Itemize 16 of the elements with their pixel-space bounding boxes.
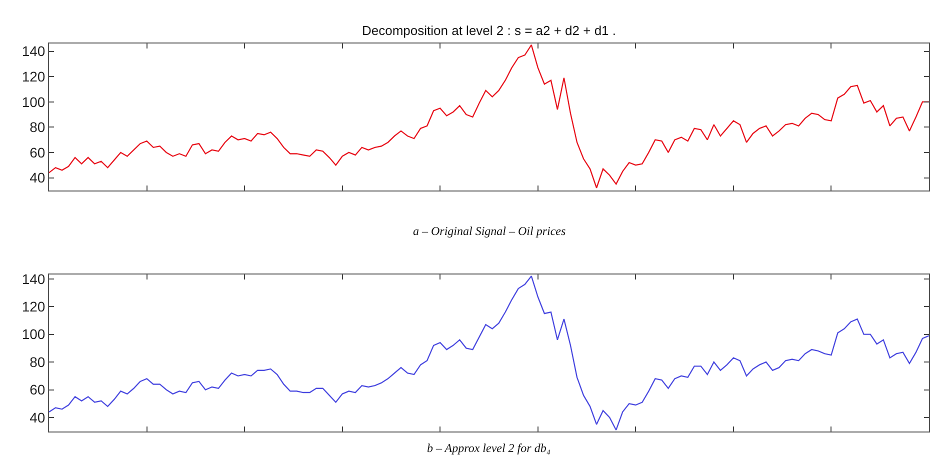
y-tick-label: 140	[22, 270, 46, 287]
y-tick-label: 80	[30, 119, 46, 136]
text: b – Approx level 2 for db₄	[427, 441, 550, 455]
y-tick-label: 60	[30, 144, 46, 160]
y-tick-label: 40	[30, 409, 46, 426]
text: a – Original Signal – Oil prices	[413, 224, 566, 238]
y-tick-label: 100	[22, 326, 46, 342]
y-tick-label: 140	[22, 43, 46, 60]
y-tick-label: 60	[30, 382, 46, 398]
chart-title: Decomposition at level 2 : s = a2 + d2 + d1 .	[362, 23, 616, 38]
line-series	[49, 275, 929, 431]
y-tick-label: 80	[30, 354, 46, 370]
y-tick-label: 120	[22, 298, 46, 314]
y-tick-label: 40	[30, 170, 46, 186]
y-tick-label: 120	[22, 68, 46, 84]
y-tick-label: 100	[22, 94, 46, 110]
